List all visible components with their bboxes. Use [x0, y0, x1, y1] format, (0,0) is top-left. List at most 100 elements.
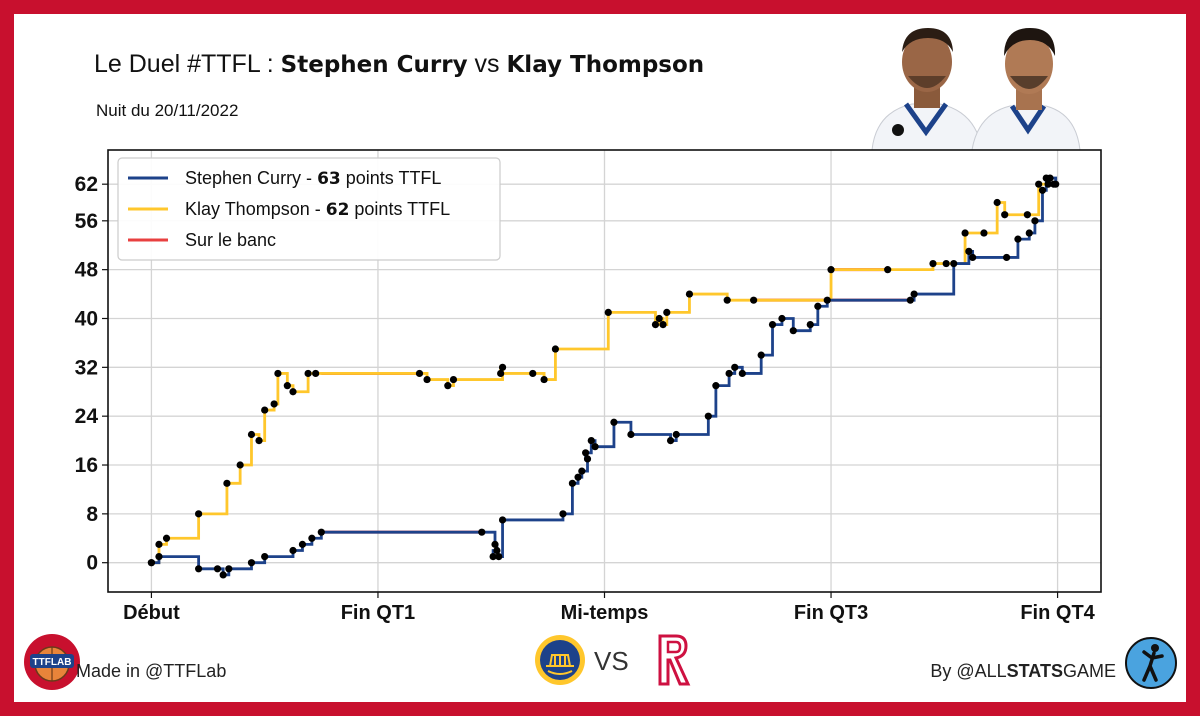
- klay-point: [223, 479, 231, 487]
- curry-point: [725, 369, 733, 378]
- y-tick-label: 40: [75, 307, 98, 330]
- x-tick-label: Fin QT1: [341, 602, 415, 624]
- curry-point: [591, 443, 599, 451]
- made-in-label: Made in @TTFLab: [76, 661, 227, 681]
- y-tick-label: 24: [75, 405, 99, 428]
- curry-point: [489, 552, 497, 561]
- curry-point: [950, 259, 958, 268]
- curry-point: [969, 253, 977, 262]
- grid: [108, 150, 1101, 592]
- y-tick-label: 0: [86, 552, 98, 575]
- title-player1: Stephen Curry: [280, 52, 468, 78]
- x-tick-labels: Début Fin QT1 Mi-temps Fin QT3 Fin QT4: [123, 592, 1096, 624]
- y-tick-label: 16: [75, 454, 98, 477]
- curry-point: [574, 473, 582, 481]
- curry-point: [789, 327, 797, 335]
- title-vs: vs: [467, 50, 507, 78]
- klay-point: [884, 266, 892, 274]
- curry-point: [155, 552, 163, 561]
- curry-point: [478, 528, 486, 536]
- klay-point: [449, 375, 458, 384]
- curry-point: [814, 302, 822, 310]
- curry-point: [289, 546, 297, 555]
- klay-point: [723, 296, 731, 304]
- klay-point: [247, 430, 256, 439]
- klay-point: [304, 369, 312, 378]
- legend-text: points TTFL: [349, 199, 450, 219]
- curry-point: [768, 321, 777, 329]
- klay-point: [980, 229, 988, 237]
- klay-point: [312, 369, 320, 378]
- y-tick-label: 48: [75, 259, 99, 282]
- curry-point: [738, 369, 746, 378]
- klay-point: [289, 388, 297, 396]
- title-prefix: Le Duel #TTFL :: [94, 50, 281, 78]
- by-bold: STATS: [1006, 661, 1063, 681]
- curry-point: [823, 296, 831, 304]
- curry-point: [308, 534, 316, 542]
- klay-point: [655, 314, 663, 323]
- klay-point: [274, 369, 282, 378]
- klay-photo: [971, 28, 1081, 150]
- curry-point: [298, 540, 307, 548]
- curry-point: [493, 546, 501, 555]
- klay-point: [529, 369, 537, 378]
- klay-point: [663, 308, 671, 316]
- klay-point: [929, 259, 937, 268]
- curry-point: [583, 455, 592, 463]
- curry-point: [672, 430, 680, 439]
- curry-point: [582, 449, 590, 457]
- curry-point: [704, 412, 712, 420]
- klay-point: [236, 461, 244, 469]
- klay-point: [195, 510, 203, 518]
- allstatsgame-logo: [1125, 637, 1177, 689]
- curry-point: [587, 436, 595, 445]
- legend-box: [117, 157, 501, 261]
- klay-point: [659, 321, 667, 329]
- curry-point: [317, 528, 325, 536]
- player-photos: [850, 14, 1082, 150]
- curry-point: [1052, 180, 1060, 188]
- curry-point: [1003, 253, 1011, 262]
- klay-point: [961, 229, 969, 237]
- klay-point: [604, 308, 612, 316]
- klay-point: [993, 198, 1001, 207]
- curry-point: [1031, 217, 1039, 225]
- curry-point: [559, 510, 567, 518]
- klay-point: [1001, 211, 1009, 219]
- curry-point: [568, 479, 577, 487]
- curry-point: [219, 571, 227, 579]
- legend-label-bench: Sur le banc: [185, 230, 276, 250]
- curry-point: [1014, 235, 1022, 243]
- legend-label-klay: Klay Thompson - 62 points TTFL: [185, 199, 450, 220]
- klay-point: [498, 363, 507, 371]
- curry-point: [778, 314, 786, 323]
- y-tick-labels: 0 8 16 24 32 40 48 56 62: [75, 173, 108, 575]
- by-suffix: GAME: [1062, 661, 1116, 681]
- klay-point: [162, 534, 171, 542]
- y-tick-label: 8: [86, 503, 98, 526]
- legend-text: Stephen Curry -: [185, 168, 317, 188]
- klay-point: [255, 436, 263, 445]
- klay-point: [415, 369, 424, 378]
- x-tick-label: Début: [123, 602, 180, 624]
- klay-point: [827, 266, 835, 274]
- curry-point: [910, 290, 918, 298]
- klay-point: [1035, 180, 1043, 188]
- klay-point: [1023, 211, 1031, 219]
- curry-point: [213, 565, 222, 573]
- curry-point: [806, 321, 814, 329]
- curry-point: [712, 382, 720, 390]
- curry-point: [666, 436, 675, 445]
- legend-score: 63: [317, 169, 341, 189]
- klay-point: [551, 345, 560, 353]
- curry-point: [247, 559, 256, 567]
- rockets-logo: [658, 634, 691, 686]
- klay-point: [1044, 180, 1052, 188]
- curry-point: [1025, 229, 1033, 237]
- y-tick-label: 62: [75, 173, 98, 196]
- klay-point: [685, 290, 694, 298]
- klay-point: [540, 375, 548, 384]
- legend-text: points TTFL: [341, 168, 442, 188]
